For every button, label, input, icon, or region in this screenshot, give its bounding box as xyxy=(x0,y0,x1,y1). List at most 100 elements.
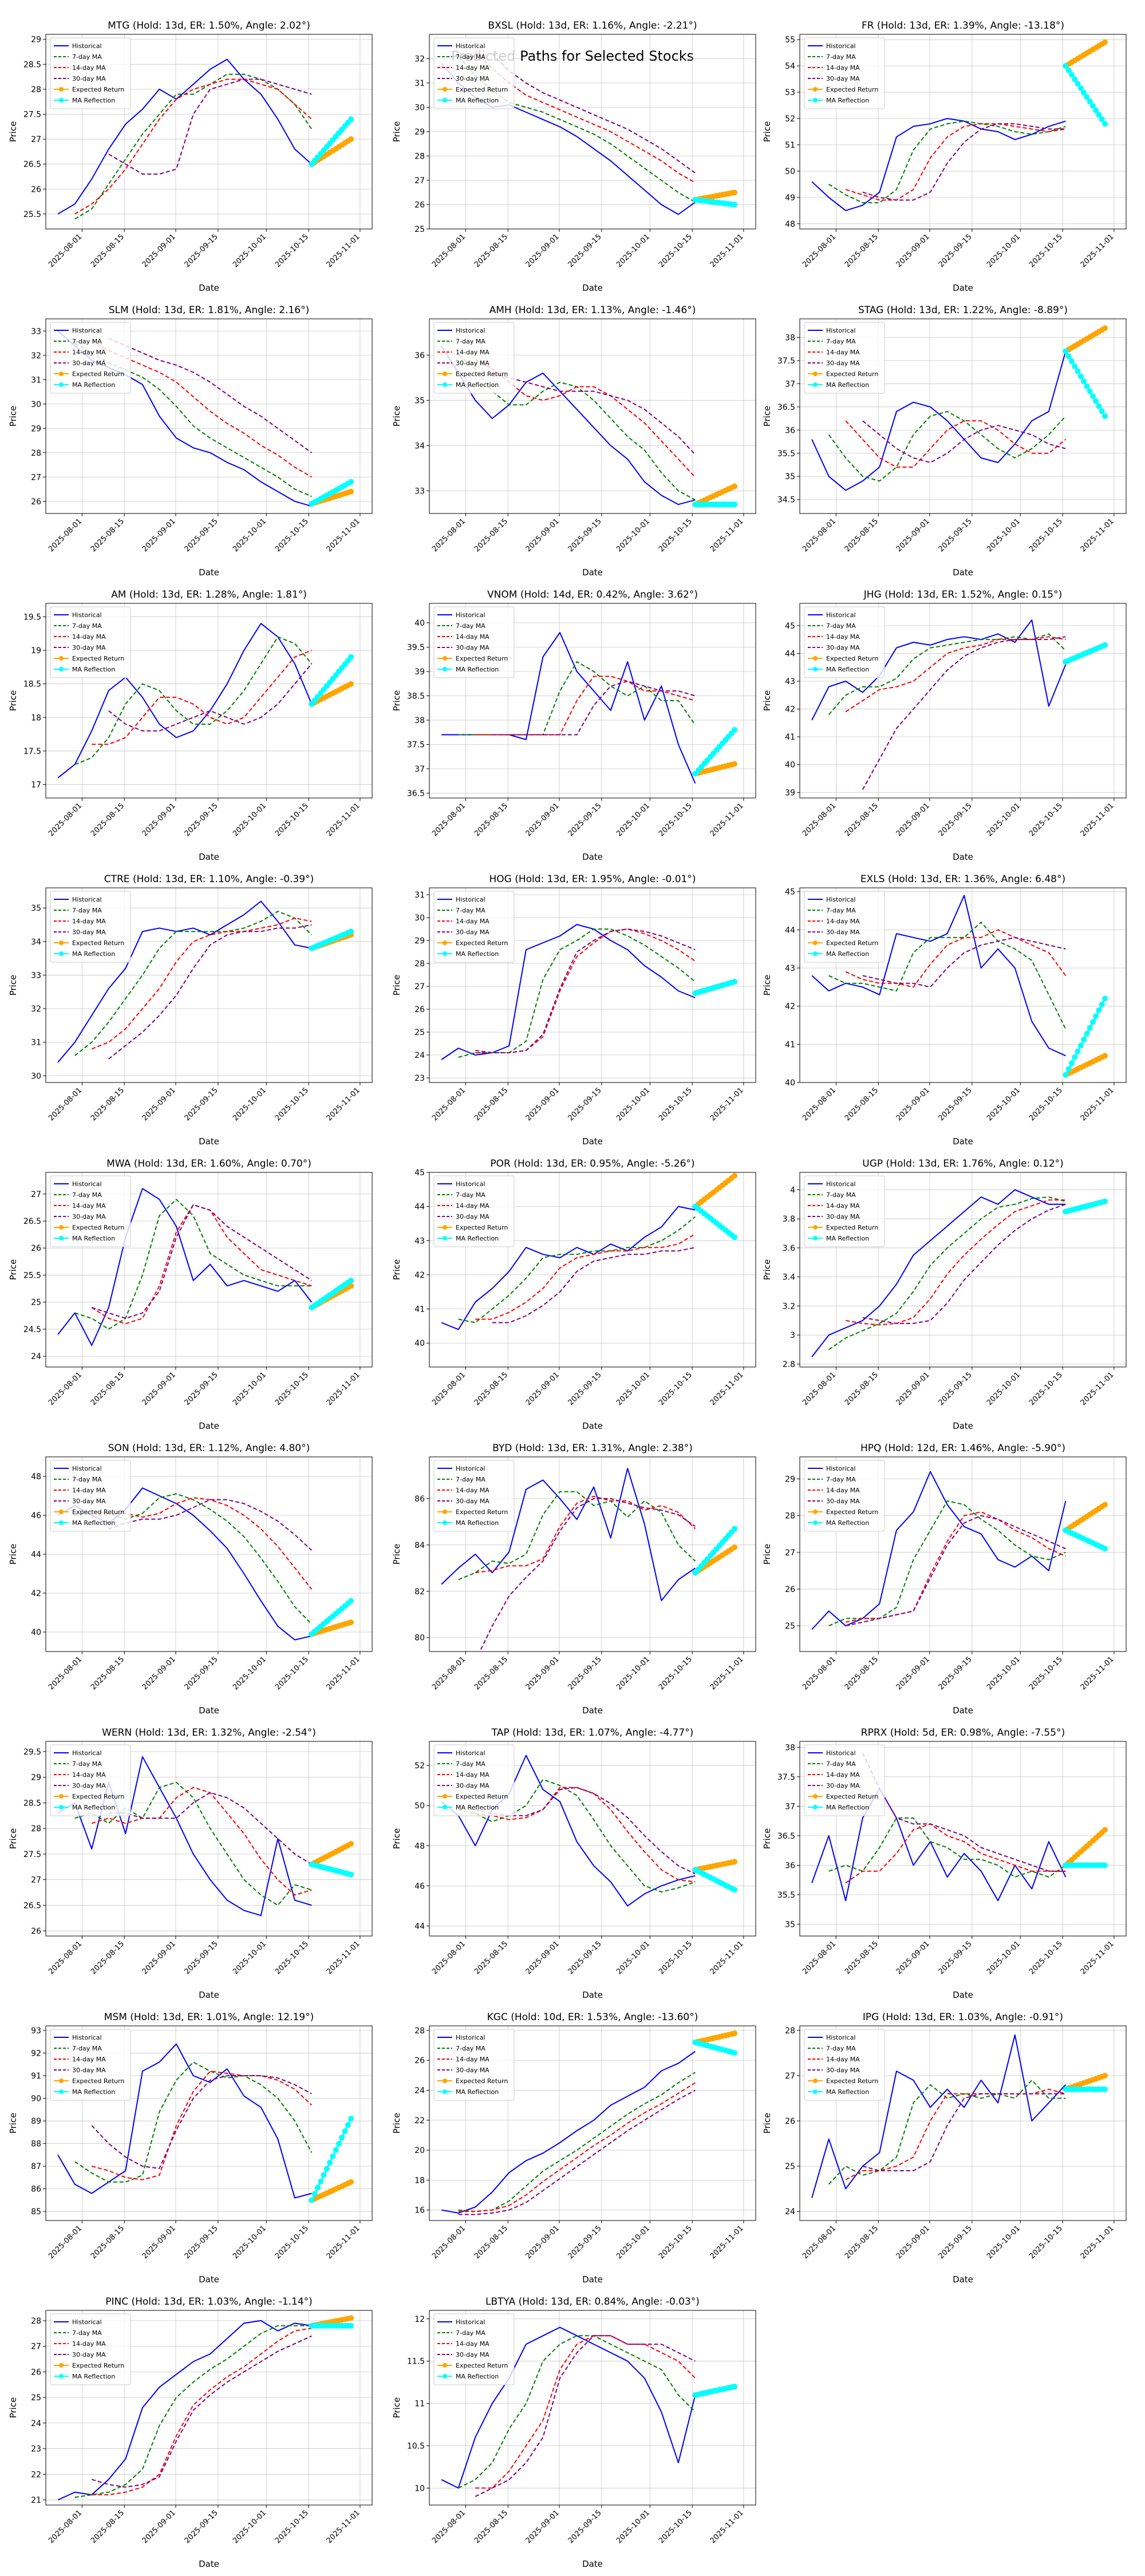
y-axis-label: Price xyxy=(8,406,18,427)
legend-label: 14-day MA xyxy=(72,918,106,925)
subplot: JHG (Hold: 13d, ER: 1.52%, Angle: 0.15°)… xyxy=(762,589,1127,862)
x-tick-label: 2025-11-01 xyxy=(325,1939,362,1976)
x-tick-label: 2025-09-15 xyxy=(937,517,974,554)
y-axis-label: Price xyxy=(8,2397,18,2419)
x-axis-label: Date xyxy=(199,852,219,862)
legend-label: 14-day MA xyxy=(72,349,106,356)
x-tick-label: 2025-08-01 xyxy=(431,1655,467,1692)
y-axis-label: Price xyxy=(762,1828,772,1850)
y-tick-label: 26 xyxy=(414,2056,425,2065)
historical-line xyxy=(441,2050,696,2214)
ma30-line xyxy=(492,53,696,174)
x-axis-label: Date xyxy=(953,567,973,578)
ma7-line xyxy=(828,1196,1066,1350)
ma-reflection-line-marker xyxy=(1099,1001,1105,1008)
ma-reflection-line-marker xyxy=(1099,116,1105,123)
x-tick-label: 2025-10-15 xyxy=(274,1370,310,1407)
y-tick-label: 24 xyxy=(414,1051,425,1060)
subplot: TAP (Hold: 13d, ER: 1.07%, Angle: -4.77°… xyxy=(392,1727,756,2000)
plot-area xyxy=(441,924,738,1060)
legend: Historical 7-day MA 14-day MA 30-day MA Expe… xyxy=(804,1460,885,1532)
x-tick-label: 2025-09-15 xyxy=(183,1655,220,1692)
y-tick-label: 90 xyxy=(31,2095,41,2104)
historical-line xyxy=(811,1471,1067,1630)
ma-reflection-line-marker xyxy=(1084,94,1090,100)
subplot-title: VNOM (Hold: 14d, ER: 0.42%, Angle: 3.62°… xyxy=(487,589,698,600)
subplot: STAG (Hold: 13d, ER: 1.22%, Angle: -8.89… xyxy=(762,305,1127,578)
expected-return-line-marker xyxy=(732,2030,738,2037)
y-tick-label: 40 xyxy=(414,1339,425,1348)
y-tick-label: 32 xyxy=(31,1005,41,1014)
ma30-line xyxy=(862,2093,1066,2171)
legend-label: Expected Return xyxy=(456,655,508,662)
legend-marker xyxy=(443,1236,447,1240)
legend-label: MA Reflection xyxy=(72,1519,115,1527)
subplot-title: IPG (Hold: 13d, ER: 1.03%, Angle: -0.91°… xyxy=(863,2012,1063,2023)
subplot-title: KGC (Hold: 10d, ER: 1.53%, Angle: -13.60… xyxy=(487,2012,698,2023)
legend-marker xyxy=(59,1236,64,1240)
historical-line xyxy=(441,1206,696,1330)
legend-box xyxy=(433,37,515,109)
legend-marker xyxy=(59,1794,64,1799)
ma-reflection-line-marker xyxy=(348,1277,354,1283)
legend-label: MA Reflection xyxy=(456,1519,499,1527)
ma-reflection-line-marker xyxy=(1102,1198,1108,1204)
x-tick-label: 2025-08-01 xyxy=(47,517,84,554)
legend: Historical 7-day MA 14-day MA 30-day MA Expe… xyxy=(433,2029,515,2101)
legend-label: 14-day MA xyxy=(826,1202,860,1210)
x-tick-label: 2025-08-01 xyxy=(431,1370,467,1407)
ma7-line xyxy=(458,1216,696,1323)
legend-box xyxy=(433,1175,515,1247)
legend-label: 7-day MA xyxy=(826,1760,856,1768)
y-tick-label: 24 xyxy=(31,1352,41,1361)
plot-area xyxy=(441,2326,738,2498)
x-tick-label: 2025-08-15 xyxy=(89,801,126,838)
legend-label: MA Reflection xyxy=(72,97,115,104)
ma-reflection-line-marker xyxy=(327,2159,333,2166)
x-tick-label: 2025-09-01 xyxy=(895,1370,931,1407)
x-tick-label: 2025-10-01 xyxy=(615,1655,652,1692)
y-tick-label: 38 xyxy=(785,1743,795,1752)
expected-return-line-marker xyxy=(348,681,354,687)
y-tick-label: 26.5 xyxy=(23,160,41,169)
y-tick-label: 46 xyxy=(31,1511,41,1520)
x-axis-label: Date xyxy=(582,1990,603,2000)
legend-box xyxy=(804,606,885,678)
x-axis-label: Date xyxy=(953,852,973,862)
legend-label: Historical xyxy=(72,1465,102,1472)
x-tick-label: 2025-11-01 xyxy=(325,232,362,269)
legend-label: MA Reflection xyxy=(456,666,499,673)
legend-marker xyxy=(443,2079,447,2083)
x-tick-label: 2025-09-15 xyxy=(567,1655,603,1692)
expected-return-line-marker xyxy=(1102,39,1108,45)
x-tick-label: 2025-09-01 xyxy=(895,2224,931,2261)
legend-label: Historical xyxy=(826,1465,856,1472)
y-tick-label: 40 xyxy=(31,1628,41,1637)
subplot: RPRX (Hold: 5d, ER: 0.98%, Angle: -7.55°… xyxy=(762,1727,1127,2000)
x-tick-label: 2025-08-15 xyxy=(473,2224,510,2261)
ma-reflection-line-marker xyxy=(1065,67,1072,73)
axes-frame xyxy=(429,2310,756,2506)
y-tick-label: 28 xyxy=(414,2026,425,2036)
x-tick-label: 2025-08-15 xyxy=(89,1655,126,1692)
y-tick-label: 91 xyxy=(31,2072,41,2081)
y-tick-label: 41 xyxy=(414,1305,425,1314)
y-tick-label: 37 xyxy=(414,765,425,774)
y-tick-label: 53 xyxy=(785,88,795,97)
legend-marker xyxy=(59,2079,64,2083)
x-tick-label: 2025-09-15 xyxy=(937,1086,974,1123)
y-tick-label: 28 xyxy=(414,959,425,969)
x-tick-label: 2025-09-01 xyxy=(895,1655,931,1692)
y-tick-label: 20 xyxy=(414,2146,425,2155)
legend: Historical 7-day MA 14-day MA 30-day MA Expe… xyxy=(433,2313,515,2385)
plot-area xyxy=(441,1172,738,1330)
x-tick-label: 2025-09-01 xyxy=(524,1655,561,1692)
y-axis-label: Price xyxy=(762,2113,772,2134)
legend-label: MA Reflection xyxy=(826,2088,869,2096)
y-tick-label: 25.5 xyxy=(23,210,41,219)
legend-marker xyxy=(443,951,447,956)
historical-line xyxy=(811,2034,1067,2198)
x-tick-label: 2025-08-15 xyxy=(89,2508,126,2545)
x-tick-label: 2025-09-15 xyxy=(183,2508,220,2545)
x-tick-label: 2025-11-01 xyxy=(325,2508,362,2545)
